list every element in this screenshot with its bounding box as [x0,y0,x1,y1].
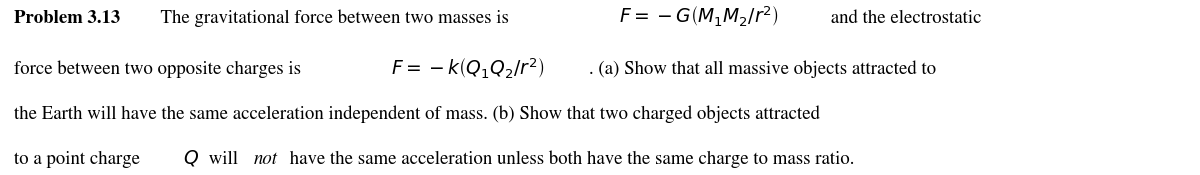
Text: will: will [204,150,242,168]
Text: force between two opposite charges is: force between two opposite charges is [14,61,306,78]
Text: $F = -k\left(Q_1 Q_2/r^2\right)$: $F = -k\left(Q_1 Q_2/r^2\right)$ [391,55,544,80]
Text: $F = -G\left(M_1 M_2/r^2\right)$: $F = -G\left(M_1 M_2/r^2\right)$ [619,3,779,28]
Text: The gravitational force between two masses is: The gravitational force between two mass… [151,9,514,27]
Text: the Earth will have the same acceleration independent of mass. (b) Show that two: the Earth will have the same acceleratio… [14,105,821,123]
Text: have the same acceleration unless both have the same charge to mass ratio.: have the same acceleration unless both h… [284,150,854,168]
Text: . (a) Show that all massive objects attracted to: . (a) Show that all massive objects attr… [589,61,936,78]
Text: not: not [253,149,277,168]
Text: to a point charge: to a point charge [14,150,145,168]
Text: $Q$: $Q$ [184,148,199,168]
Text: and the electrostatic: and the electrostatic [826,10,982,27]
Text: Problem 3.13: Problem 3.13 [14,10,121,27]
